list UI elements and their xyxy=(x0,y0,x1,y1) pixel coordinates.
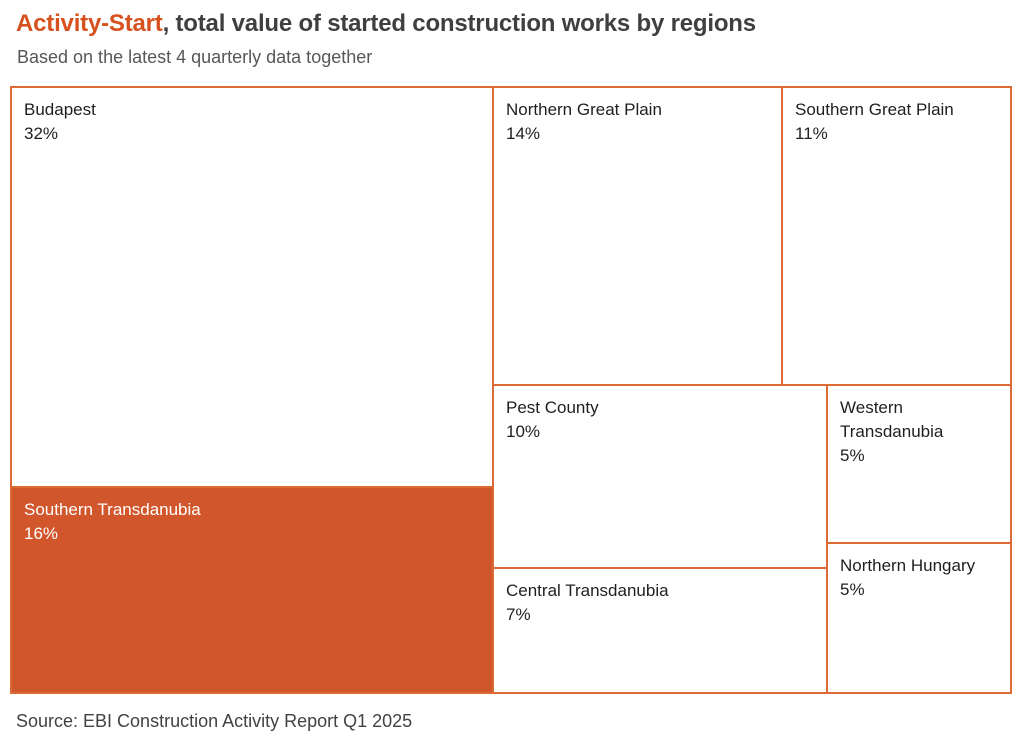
treemap-cell-pest-county[interactable]: Pest County 10% xyxy=(494,386,826,567)
treemap-cell-southern-transdanubia[interactable]: Southern Transdanubia 16% xyxy=(12,488,492,692)
treemap-cell-budapest[interactable]: Budapest 32% xyxy=(12,88,492,486)
cell-value: 16% xyxy=(24,524,59,543)
chart-title-highlight: Activity-Start xyxy=(16,10,163,37)
cell-value: 14% xyxy=(506,124,541,143)
cell-value: 5% xyxy=(840,446,865,465)
cell-value: 5% xyxy=(840,580,865,599)
cell-label: Central Transdanubia xyxy=(506,581,669,600)
cell-label: Pest County xyxy=(506,398,599,417)
chart-subtitle: Based on the latest 4 quarterly data tog… xyxy=(17,47,373,67)
chart-title: Activity-Start, total value of started c… xyxy=(16,10,756,38)
cell-label: Southern Great Plain xyxy=(795,100,954,119)
cell-value: 32% xyxy=(24,124,59,143)
treemap: Budapest 32% Southern Transdanubia 16% N… xyxy=(10,86,1012,694)
treemap-cell-northern-hungary[interactable]: Northern Hungary 5% xyxy=(828,544,1010,692)
cell-value: 11% xyxy=(795,124,828,143)
treemap-cell-central-transdanubia[interactable]: Central Transdanubia 7% xyxy=(494,569,826,692)
cell-value: 10% xyxy=(506,422,541,441)
cell-label: Northern Great Plain xyxy=(506,100,662,119)
cell-label: Southern Transdanubia xyxy=(24,500,201,519)
chart-source: Source: EBI Construction Activity Report… xyxy=(16,711,413,731)
cell-label: Budapest xyxy=(24,100,96,119)
cell-value: 7% xyxy=(506,605,531,624)
cell-label: Western Transdanubia xyxy=(840,398,944,441)
treemap-cell-southern-great-plain[interactable]: Southern Great Plain 11% xyxy=(783,88,1010,384)
treemap-cell-northern-great-plain[interactable]: Northern Great Plain 14% xyxy=(494,88,781,384)
chart-title-rest: , total value of started construction wo… xyxy=(162,10,757,37)
cell-label: Northern Hungary xyxy=(840,556,976,575)
treemap-cell-western-transdanubia[interactable]: Western Transdanubia 5% xyxy=(828,386,1010,542)
